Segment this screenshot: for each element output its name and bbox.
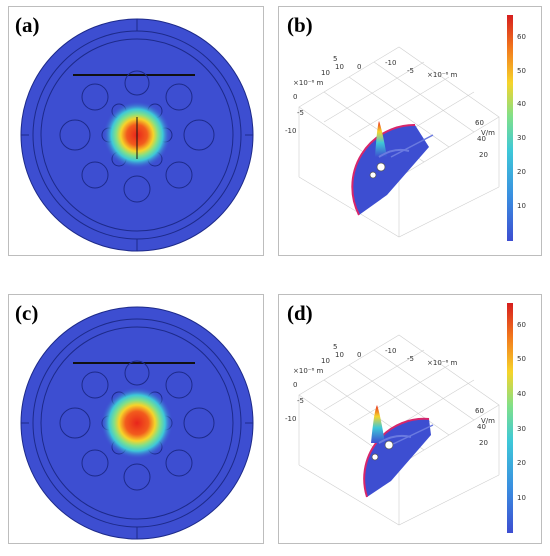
- svg-text:-10: -10: [385, 59, 396, 67]
- field-peak: [371, 405, 385, 443]
- svg-text:60: 60: [475, 119, 484, 127]
- svg-text:-5: -5: [297, 397, 304, 405]
- svg-text:10: 10: [335, 63, 344, 71]
- x-unit-label: ×10⁻⁶ m: [293, 367, 323, 375]
- svg-text:60: 60: [475, 407, 484, 415]
- panel-b-label: (b): [287, 13, 313, 37]
- panel-c-field-plot: [20, 306, 254, 540]
- svg-text:-5: -5: [407, 67, 414, 75]
- x-unit-label: ×10⁻⁶ m: [293, 79, 323, 87]
- colorbar: [507, 15, 513, 241]
- svg-text:40: 40: [517, 390, 526, 398]
- panel-c: (c): [8, 294, 264, 544]
- panel-a-field-plot: [20, 18, 254, 252]
- svg-text:0: 0: [357, 351, 361, 359]
- svg-text:10: 10: [517, 494, 526, 502]
- svg-text:-10: -10: [285, 127, 296, 135]
- svg-text:-10: -10: [285, 415, 296, 423]
- svg-text:30: 30: [517, 425, 526, 433]
- z-unit-label: V/m: [481, 129, 495, 137]
- panel-d-3d-plot: ×10⁻⁶ m 10 5 0 -5 -10 ×10⁻⁶ m -10 -5 0 1…: [285, 303, 526, 533]
- svg-text:50: 50: [517, 67, 526, 75]
- svg-text:60: 60: [517, 33, 526, 41]
- svg-text:10: 10: [335, 351, 344, 359]
- panel-b: (b): [278, 6, 542, 256]
- colorbar: [507, 303, 513, 533]
- y-unit-label: ×10⁻⁶ m: [427, 71, 457, 79]
- svg-text:40: 40: [517, 100, 526, 108]
- svg-text:20: 20: [479, 439, 488, 447]
- svg-text:40: 40: [477, 423, 486, 431]
- field-surface: [352, 124, 429, 215]
- svg-text:-10: -10: [385, 347, 396, 355]
- svg-text:10: 10: [321, 357, 330, 365]
- ring-inner: [40, 38, 234, 232]
- svg-text:10: 10: [321, 69, 330, 77]
- field-peak: [375, 121, 387, 157]
- svg-text:-5: -5: [407, 355, 414, 363]
- axis-grid: [298, 46, 500, 238]
- panel-b-3d-plot: ×10⁻⁶ m 10 5 0 -5 -10 ×10⁻⁶ m -10 -5 0 1…: [285, 15, 526, 241]
- svg-text:0: 0: [293, 381, 297, 389]
- svg-text:40: 40: [477, 135, 486, 143]
- svg-text:5: 5: [333, 343, 337, 351]
- svg-text:20: 20: [479, 151, 488, 159]
- svg-text:5: 5: [333, 55, 337, 63]
- svg-text:10: 10: [517, 202, 526, 210]
- panel-d: (d) ×10⁻⁶ m: [278, 294, 542, 544]
- svg-text:30: 30: [517, 134, 526, 142]
- svg-text:50: 50: [517, 355, 526, 363]
- hot-spot: [101, 387, 173, 459]
- panel-a: (a): [8, 6, 264, 256]
- svg-text:20: 20: [517, 168, 526, 176]
- svg-text:0: 0: [357, 63, 361, 71]
- svg-text:60: 60: [517, 321, 526, 329]
- svg-text:0: 0: [293, 93, 297, 101]
- panel-d-label: (d): [287, 301, 313, 325]
- svg-text:20: 20: [517, 459, 526, 467]
- panel-a-label: (a): [15, 13, 40, 37]
- panel-c-label: (c): [15, 301, 39, 325]
- y-unit-label: ×10⁻⁶ m: [427, 359, 457, 367]
- z-unit-label: V/m: [481, 417, 495, 425]
- svg-text:-5: -5: [297, 109, 304, 117]
